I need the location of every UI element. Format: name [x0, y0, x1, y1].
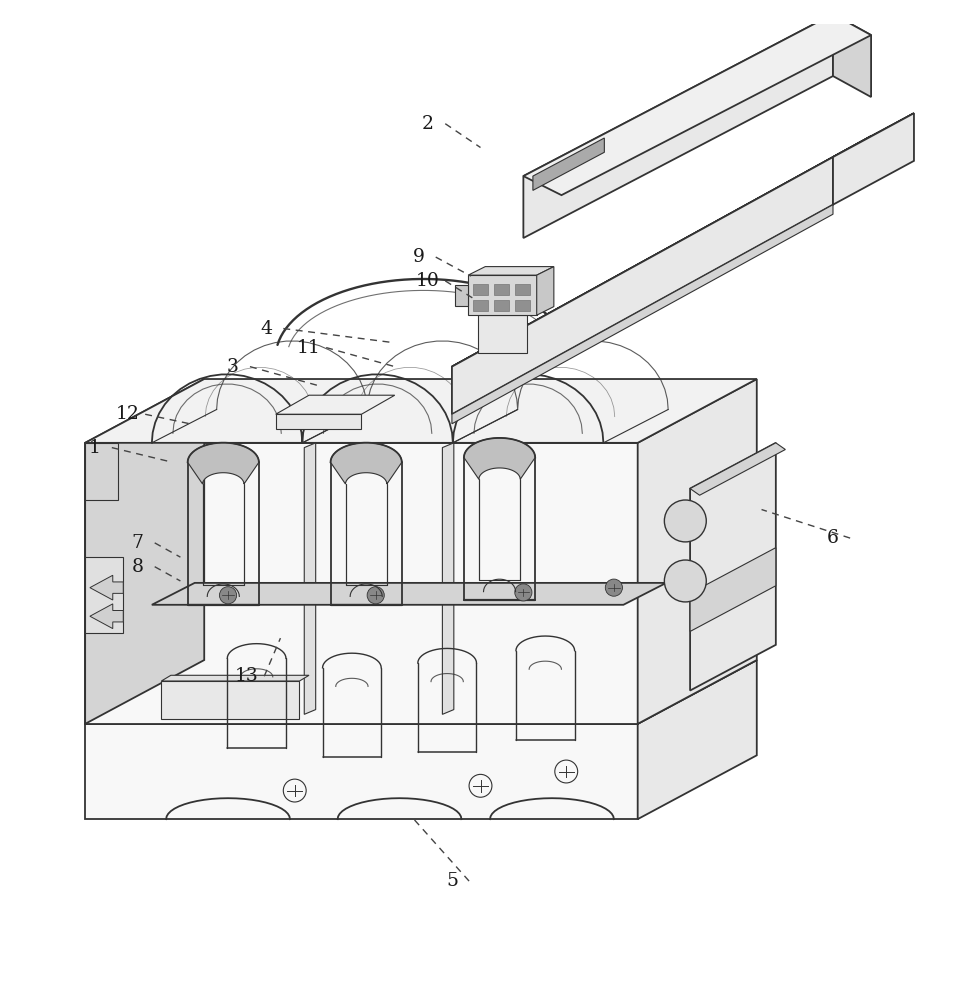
- Polygon shape: [468, 275, 536, 315]
- Polygon shape: [276, 414, 361, 429]
- Polygon shape: [494, 300, 509, 311]
- Polygon shape: [494, 284, 509, 295]
- Polygon shape: [331, 443, 402, 484]
- Text: 12: 12: [116, 405, 140, 423]
- Polygon shape: [468, 267, 554, 275]
- Polygon shape: [833, 14, 871, 97]
- Polygon shape: [638, 660, 756, 819]
- Polygon shape: [524, 14, 833, 238]
- Polygon shape: [86, 379, 756, 443]
- Circle shape: [219, 587, 236, 604]
- Polygon shape: [452, 136, 871, 367]
- Text: 2: 2: [422, 115, 434, 133]
- Polygon shape: [305, 443, 316, 714]
- Circle shape: [664, 500, 706, 542]
- Polygon shape: [473, 284, 488, 295]
- Polygon shape: [464, 438, 535, 479]
- Polygon shape: [524, 14, 871, 195]
- Polygon shape: [86, 443, 638, 724]
- Circle shape: [367, 587, 384, 604]
- Text: 10: 10: [416, 272, 440, 290]
- Circle shape: [605, 579, 623, 596]
- Circle shape: [664, 560, 706, 602]
- Polygon shape: [536, 267, 554, 315]
- Text: 1: 1: [88, 439, 101, 457]
- Polygon shape: [690, 443, 776, 691]
- Polygon shape: [442, 443, 454, 714]
- Polygon shape: [638, 379, 756, 724]
- Polygon shape: [86, 660, 756, 724]
- Circle shape: [515, 584, 532, 601]
- Polygon shape: [533, 138, 604, 190]
- Text: 8: 8: [132, 558, 143, 576]
- Polygon shape: [161, 675, 309, 681]
- Polygon shape: [690, 443, 785, 495]
- Polygon shape: [187, 443, 259, 484]
- Polygon shape: [90, 575, 123, 600]
- Polygon shape: [478, 315, 528, 353]
- Text: 4: 4: [260, 320, 272, 338]
- Text: 9: 9: [412, 248, 425, 266]
- Polygon shape: [86, 379, 205, 724]
- Polygon shape: [833, 113, 914, 205]
- Text: 13: 13: [235, 667, 259, 685]
- Polygon shape: [86, 443, 118, 500]
- Text: 7: 7: [132, 534, 143, 552]
- Text: 6: 6: [827, 529, 839, 547]
- Polygon shape: [152, 583, 666, 605]
- Polygon shape: [452, 157, 833, 414]
- Polygon shape: [515, 284, 530, 295]
- Text: 3: 3: [227, 358, 238, 376]
- Polygon shape: [833, 113, 914, 157]
- Text: 5: 5: [446, 872, 458, 890]
- Polygon shape: [452, 205, 833, 424]
- Polygon shape: [276, 395, 395, 414]
- Polygon shape: [690, 548, 776, 631]
- Polygon shape: [86, 724, 638, 819]
- Polygon shape: [515, 300, 530, 311]
- Polygon shape: [86, 557, 123, 633]
- Polygon shape: [90, 604, 123, 629]
- Text: 11: 11: [297, 339, 321, 357]
- Polygon shape: [473, 300, 488, 311]
- Polygon shape: [455, 285, 468, 306]
- Polygon shape: [161, 681, 300, 719]
